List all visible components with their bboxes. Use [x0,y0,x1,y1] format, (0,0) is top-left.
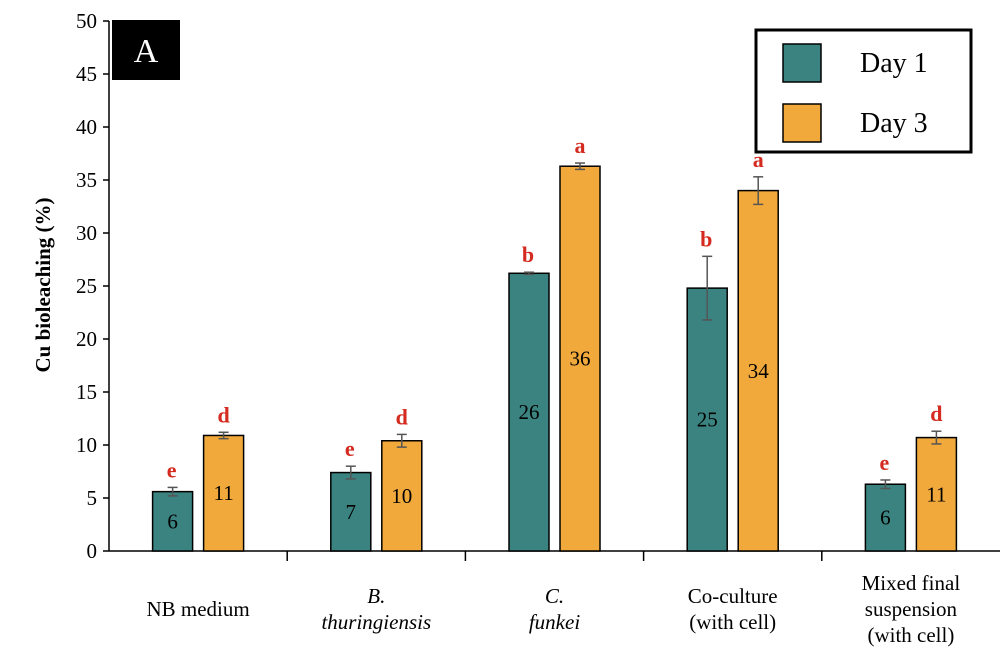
x-category-label-line: thuringiensis [321,610,431,634]
y-tick-label: 20 [76,327,97,351]
panel-label-box [112,20,180,80]
significance-letter: a [753,147,764,172]
y-tick-label: 35 [76,168,97,192]
data-label: 6 [880,506,891,530]
significance-letter: d [396,404,408,429]
data-label: 25 [697,408,718,432]
y-tick-label: 45 [76,62,97,86]
x-category-label: B. thuringiensis [321,584,431,634]
significance-letter: e [345,436,355,461]
x-category-label-line: NB medium [146,597,249,621]
x-category-label-line: suspension [865,597,958,621]
y-tick-label: 5 [87,486,98,510]
y-tick-label: 15 [76,380,97,404]
y-tick-label: 0 [87,539,98,563]
data-label: 10 [391,484,412,508]
legend-label-day3: Day 3 [860,108,928,139]
significance-letter: d [217,402,229,427]
bar-day1 [330,471,372,552]
bar-day1 [508,272,550,552]
y-tick-label: 30 [76,221,97,245]
y-tick-label: 40 [76,115,97,139]
data-label: 36 [570,347,591,371]
data-label: 34 [748,359,770,383]
panel-label-text: A [134,33,159,70]
bar-day3 [381,440,423,552]
significance-letter: e [880,450,890,475]
x-category-label-line: Co-culture [688,584,778,608]
y-tick-label: 25 [76,274,97,298]
x-category-label: Mixed final suspension (with cell) [862,571,961,647]
x-category-label-line: C. [545,584,564,608]
bar-day3 [915,436,958,552]
legend-label-day1: Day 1 [860,48,928,79]
x-category-label-line: Mixed final [862,571,961,595]
x-category-label-line: funkei [529,610,580,634]
data-label: 11 [926,482,946,506]
x-category-label-line: B. [367,584,385,608]
y-tick-label: 50 [76,9,97,33]
labels-layer: NB medium B. thuringiensis C. funkei Co-cultu… [146,133,960,647]
bars-layer [151,162,958,552]
bar-day1 [864,483,907,552]
x-category-label: NB medium [146,597,249,621]
data-label: 26 [519,400,540,424]
y-tick-label: 10 [76,433,97,457]
bar-day1 [686,287,728,552]
panel-label: A [112,20,180,80]
legend: Day 1 Day 3 [754,28,973,154]
x-category-label-line: (with cell) [867,623,954,647]
axes-layer: 0 5 10 15 20 25 30 35 40 45 50 [76,9,1000,563]
significance-letter: e [167,457,177,482]
data-label: 7 [346,500,357,524]
data-label: 11 [213,481,233,505]
bar-day3 [737,189,779,552]
bar-day3 [559,165,601,552]
significance-letter: b [522,242,534,267]
significance-letter: d [930,401,942,426]
x-category-label-line: (with cell) [689,610,776,634]
legend-swatch-day3 [782,103,822,143]
x-category-label: Co-culture (with cell) [688,584,778,634]
bar-day3 [202,434,245,552]
significance-letter: a [575,133,586,158]
y-axis-title: Cu bioleaching (%) [31,197,55,372]
data-label: 6 [167,509,178,533]
significance-letter: b [700,226,712,251]
x-category-label: C. funkei [529,584,580,634]
legend-swatch-day1 [782,43,822,83]
